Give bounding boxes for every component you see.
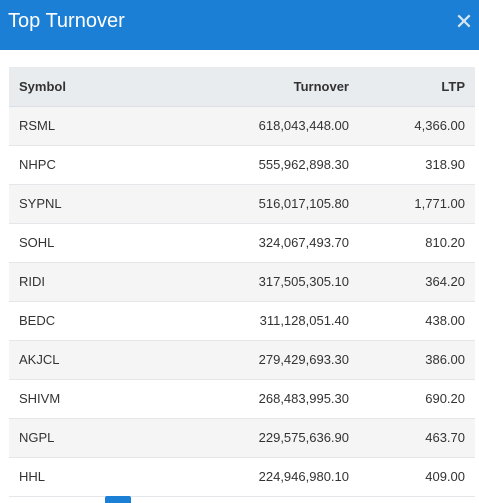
cell-symbol: RSML — [9, 106, 179, 146]
cell-turnover: 317,505,305.10 — [179, 262, 359, 302]
cell-ltp: 386.00 — [359, 340, 475, 380]
cell-turnover: 618,043,448.00 — [179, 106, 359, 146]
cell-turnover: 229,575,636.90 — [179, 418, 359, 458]
cell-turnover: 311,128,051.40 — [179, 301, 359, 341]
table-body: RSML 618,043,448.00 4,366.00 NHPC 555,96… — [9, 106, 475, 497]
cell-turnover: 555,962,898.30 — [179, 145, 359, 185]
cell-symbol: AKJCL — [9, 340, 179, 380]
cell-turnover: 224,946,980.10 — [179, 457, 359, 497]
table-row: SOHL 324,067,493.70 810.20 — [9, 223, 475, 263]
table-row: SHIVM 268,483,995.30 690.20 — [9, 379, 475, 419]
table-row: SYPNL 516,017,105.80 1,771.00 — [9, 184, 475, 224]
cell-ltp: 463.70 — [359, 418, 475, 458]
cell-ltp: 4,366.00 — [359, 106, 475, 146]
pagination-active-page[interactable] — [105, 496, 131, 503]
column-header-turnover[interactable]: Turnover — [179, 67, 359, 107]
table-header: Symbol Turnover LTP — [9, 67, 475, 107]
cell-ltp: 1,771.00 — [359, 184, 475, 224]
cell-ltp: 438.00 — [359, 301, 475, 341]
table-row: HHL 224,946,980.10 409.00 — [9, 457, 475, 497]
table-row: RSML 618,043,448.00 4,366.00 — [9, 106, 475, 146]
cell-ltp: 409.00 — [359, 457, 475, 497]
cell-ltp: 318.90 — [359, 145, 475, 185]
table-row: NGPL 229,575,636.90 463.70 — [9, 418, 475, 458]
cell-ltp: 364.20 — [359, 262, 475, 302]
column-header-symbol[interactable]: Symbol — [9, 67, 179, 107]
cell-ltp: 810.20 — [359, 223, 475, 263]
cell-ltp: 690.20 — [359, 379, 475, 419]
cell-symbol: RIDI — [9, 262, 179, 302]
table-row: AKJCL 279,429,693.30 386.00 — [9, 340, 475, 380]
cell-symbol: SYPNL — [9, 184, 179, 224]
table-row: RIDI 317,505,305.10 364.20 — [9, 262, 475, 302]
modal-header: Top Turnover ✕ — [0, 0, 479, 50]
cell-symbol: NGPL — [9, 418, 179, 458]
modal-title: Top Turnover — [8, 10, 125, 32]
turnover-table: Symbol Turnover LTP RSML 618,043,448.00 … — [9, 67, 475, 497]
cell-symbol: NHPC — [9, 145, 179, 185]
cell-turnover: 324,067,493.70 — [179, 223, 359, 263]
cell-turnover: 279,429,693.30 — [179, 340, 359, 380]
close-icon[interactable]: ✕ — [454, 9, 474, 34]
cell-turnover: 268,483,995.30 — [179, 379, 359, 419]
turnover-table-container: Symbol Turnover LTP RSML 618,043,448.00 … — [9, 67, 475, 497]
cell-symbol: SHIVM — [9, 379, 179, 419]
cell-turnover: 516,017,105.80 — [179, 184, 359, 224]
column-header-ltp[interactable]: LTP — [359, 67, 475, 107]
cell-symbol: BEDC — [9, 301, 179, 341]
table-header-row: Symbol Turnover LTP — [9, 67, 475, 107]
table-row: NHPC 555,962,898.30 318.90 — [9, 145, 475, 185]
cell-symbol: HHL — [9, 457, 179, 497]
table-row: BEDC 311,128,051.40 438.00 — [9, 301, 475, 341]
cell-symbol: SOHL — [9, 223, 179, 263]
pagination — [9, 495, 475, 503]
